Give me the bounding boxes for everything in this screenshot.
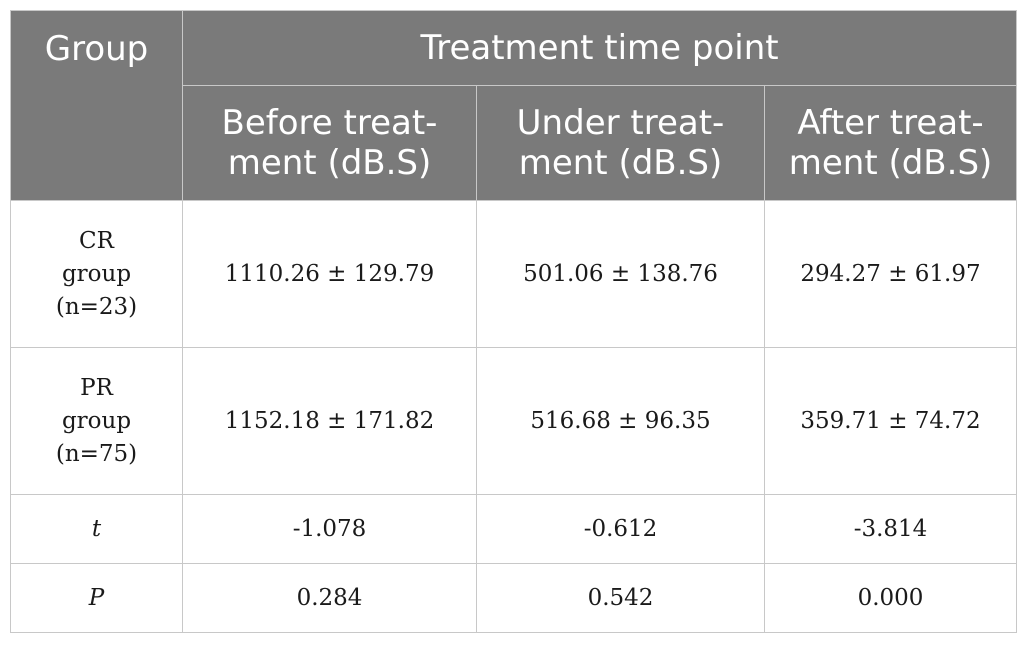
cell-cr-after: 294.27 ± 61.97: [763, 200, 1018, 348]
cell-p-after: 0.000: [763, 563, 1018, 633]
table-row-pr-group: PR group (n=75) 1152.18 ± 171.82 516.68 …: [10, 347, 1018, 495]
cell-pr-after: 359.71 ± 74.72: [763, 347, 1018, 495]
cell-cr-under: 501.06 ± 138.76: [476, 200, 765, 348]
cell-t-under: -0.612: [476, 494, 765, 564]
header-before-line1: Before treat-: [221, 103, 438, 143]
cell-pr-before: 1152.18 ± 171.82: [182, 347, 477, 495]
cell-p-before: 0.284: [182, 563, 477, 633]
table-row-p-value: P 0.284 0.542 0.000: [10, 563, 1018, 633]
row-label-t: t: [10, 494, 183, 564]
cell-pr-under: 516.68 ± 96.35: [476, 347, 765, 495]
header-under-line2: ment (dB.S): [518, 143, 723, 183]
header-before-treatment: Before treat- ment (dB.S): [182, 85, 477, 201]
row-label-line: CR: [79, 227, 114, 254]
results-table: Group Treatment time point Before treat-…: [10, 10, 1018, 633]
header-row-secondary: Before treat- ment (dB.S) Under treat- m…: [11, 85, 1018, 201]
row-label-line: (n=75): [55, 440, 138, 467]
header-group: Group: [10, 10, 183, 201]
table-row-cr-group: CR group (n=23) 1110.26 ± 129.79 501.06 …: [10, 200, 1018, 348]
row-label-line: group: [61, 407, 132, 434]
cell-p-under: 0.542: [476, 563, 765, 633]
cell-cr-before: 1110.26 ± 129.79: [182, 200, 477, 348]
row-label-cr-group: CR group (n=23): [10, 200, 183, 348]
row-label-line: group: [61, 260, 132, 287]
header-under-line1: Under treat-: [516, 103, 725, 143]
row-label-pr-group: PR group (n=75): [10, 347, 183, 495]
cell-t-after: -3.814: [763, 494, 1018, 564]
row-label-p: P: [10, 563, 183, 633]
cell-t-before: -1.078: [182, 494, 477, 564]
header-under-treatment: Under treat- ment (dB.S): [476, 85, 765, 201]
row-label-line: PR: [80, 374, 113, 401]
table-row-t-statistic: t -1.078 -0.612 -3.814: [10, 494, 1018, 564]
header-after-line1: After treat-: [797, 103, 984, 143]
header-row-primary: Group Treatment time point: [10, 10, 1018, 201]
header-treatment-time-point: Treatment time point: [181, 10, 1018, 86]
header-after-treatment: After treat- ment (dB.S): [763, 85, 1018, 201]
header-after-line2: ment (dB.S): [788, 143, 993, 183]
header-before-line2: ment (dB.S): [227, 143, 432, 183]
row-label-line: (n=23): [55, 293, 138, 320]
